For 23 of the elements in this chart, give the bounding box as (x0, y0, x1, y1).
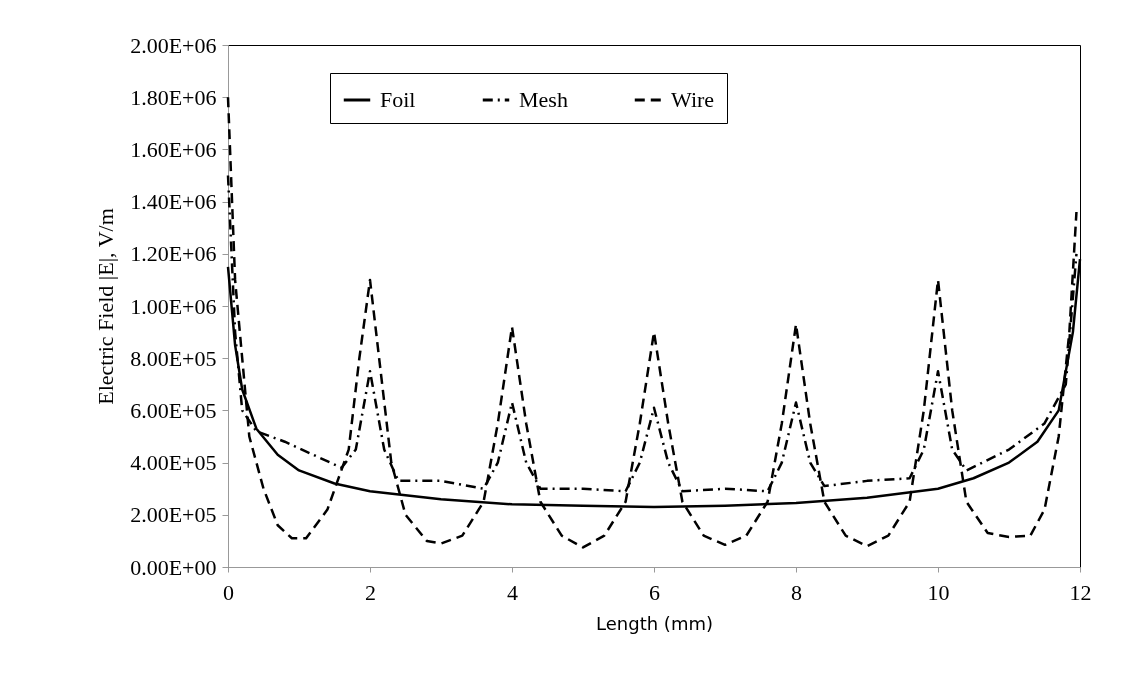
y-tick-label: 8.00E+05 (130, 345, 217, 371)
y-tick-label: 4.00E+05 (130, 450, 217, 476)
legend-label: Foil (380, 87, 416, 112)
y-tick-label: 2.00E+05 (130, 502, 217, 528)
y-tick-label: 2.00E+06 (130, 32, 217, 58)
x-tick-label: 10 (927, 579, 950, 605)
x-tick-label: 6 (649, 579, 660, 605)
x-tick-label: 2 (365, 579, 376, 605)
y-tick-label: 1.40E+06 (130, 189, 217, 215)
x-tick-label: 8 (791, 579, 802, 605)
legend-label: Mesh (519, 87, 568, 112)
y-tick-label: 0.00E+00 (130, 554, 217, 580)
x-axis-title: Length (mm) (596, 612, 713, 634)
x-tick-label: 4 (507, 579, 518, 605)
y-tick-label: 1.00E+06 (130, 293, 217, 319)
x-tick-label: 0 (223, 579, 234, 605)
y-tick-label: 1.80E+06 (130, 84, 217, 110)
x-tick-label: 12 (1069, 579, 1092, 605)
y-tick-label: 1.20E+06 (130, 241, 217, 267)
y-tick-label: 6.00E+05 (130, 397, 217, 423)
y-axis-title: Electric Field |E|, V/m (93, 208, 119, 405)
y-tick-label: 1.60E+06 (130, 136, 217, 162)
legend-label: Wire (671, 87, 715, 112)
